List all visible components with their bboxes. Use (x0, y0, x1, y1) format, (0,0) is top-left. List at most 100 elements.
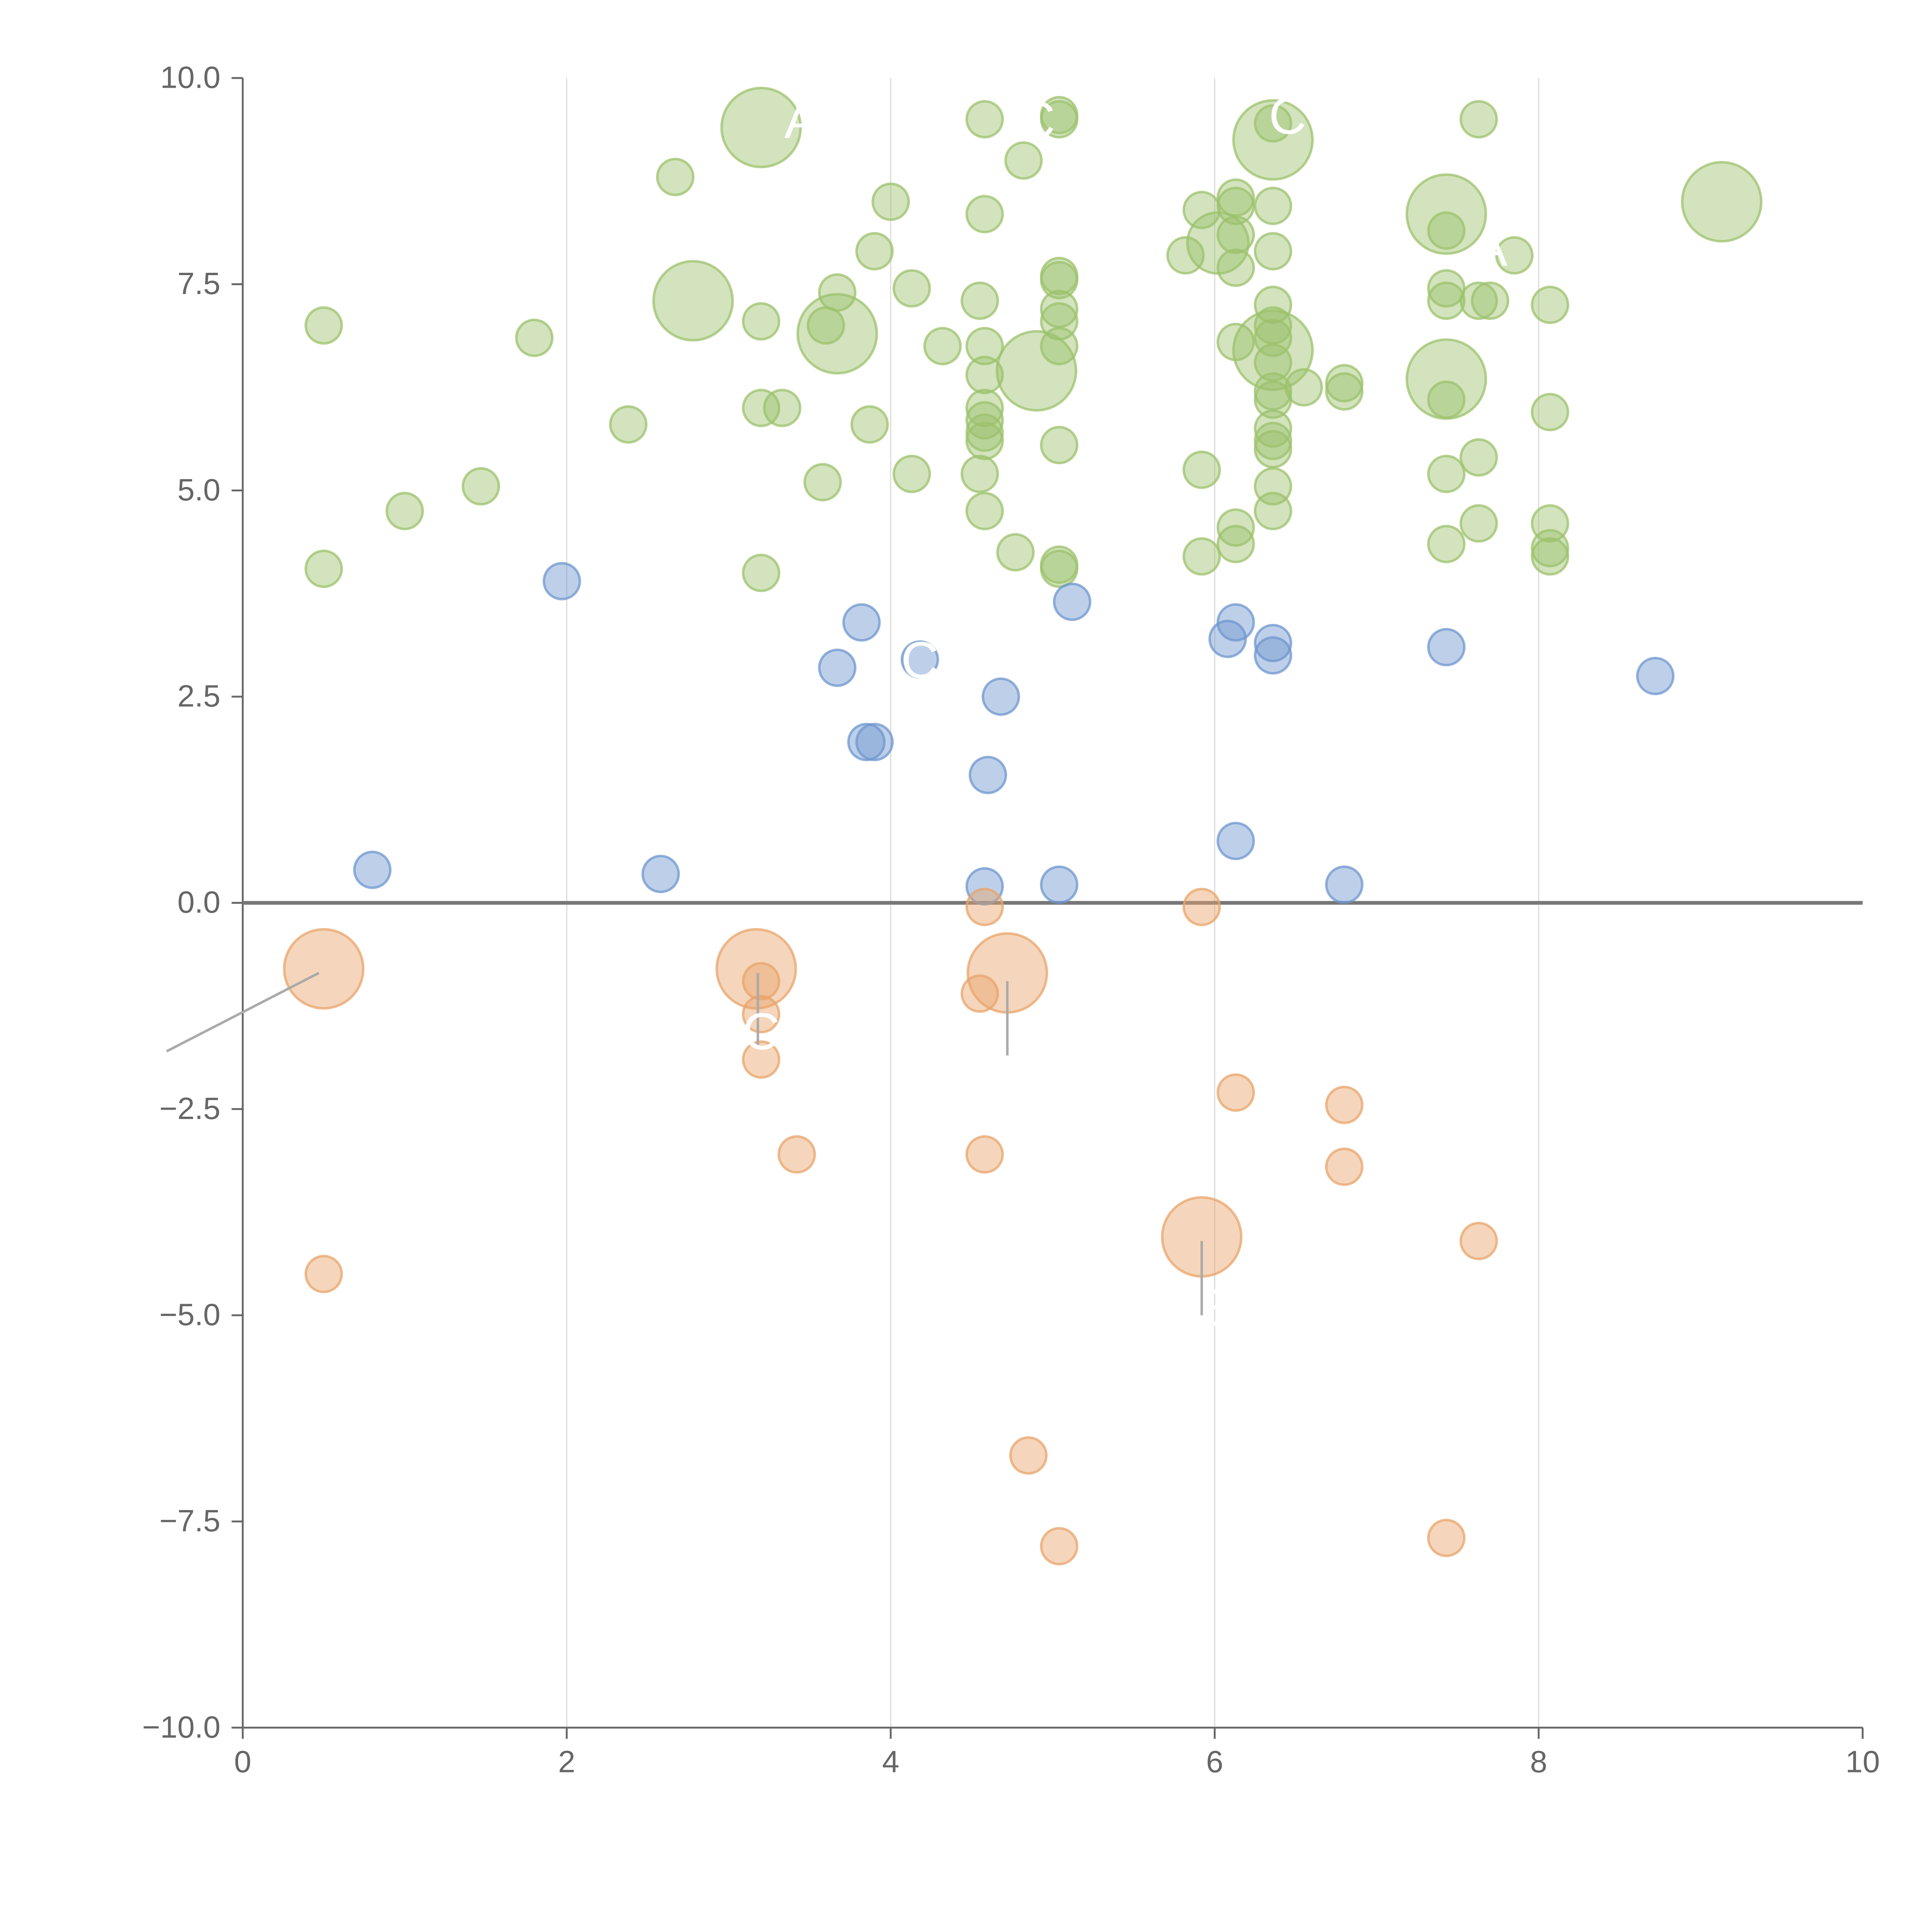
orange-bubble (1427, 1519, 1466, 1557)
blue-bubble (353, 850, 392, 889)
y-tick-label: 7.5 (177, 266, 220, 301)
green-bubble (1182, 190, 1221, 230)
blue-bubble (1636, 656, 1675, 696)
green-bubble (1253, 232, 1293, 270)
green-bubble (1459, 281, 1498, 320)
green-bubble (1216, 215, 1255, 254)
green-bubble (1166, 236, 1205, 275)
orange-bubble (304, 1255, 343, 1293)
green-bubble (965, 401, 1004, 440)
green-bubble (1531, 537, 1570, 576)
orange-bubble (1325, 1147, 1364, 1186)
blue-bubble (847, 723, 886, 761)
green-bubble (1427, 281, 1466, 320)
blue-bubble (1325, 865, 1364, 904)
annotation-leaders (166, 972, 1203, 1315)
blue-bubble (968, 755, 1007, 794)
annotation-label: C (901, 631, 939, 689)
green-bubble (1232, 99, 1314, 181)
annotation-label: E (889, 1002, 924, 1060)
green-bubble (850, 405, 889, 444)
green-bubble (742, 554, 781, 592)
orange-bubble (1325, 1085, 1364, 1124)
green-bubble (1471, 281, 1509, 320)
blue-bubble (1253, 636, 1293, 675)
green-bubble (1253, 492, 1293, 531)
green-bubble (763, 389, 801, 427)
green-bubble (1040, 96, 1078, 134)
green-bubble (855, 232, 894, 270)
green-bubble (1531, 286, 1570, 324)
green-bubble (1459, 438, 1498, 477)
y-tick-label: 0.0 (177, 884, 220, 919)
green-bubble (965, 413, 1004, 452)
annotation-label: A (784, 91, 819, 149)
green-bubble (1040, 327, 1078, 366)
orange-bubble (1459, 1222, 1498, 1260)
green-bubble (1216, 508, 1255, 547)
green-bubble (1531, 393, 1570, 432)
annotation-label: C (1018, 91, 1055, 149)
blue-bubble (818, 648, 857, 687)
annotation-label: C (1269, 87, 1306, 145)
green-bubble (1325, 372, 1364, 411)
annotation-label: C (742, 1002, 780, 1060)
green-bubble (1182, 451, 1221, 489)
green-bubble (1495, 236, 1534, 275)
orange-bubble (965, 888, 1004, 926)
orange-bubble (777, 1135, 816, 1174)
y-tick-label: 5.0 (177, 472, 220, 507)
green-bubble (1531, 529, 1570, 568)
green-bubble (1040, 261, 1078, 299)
green-bubble (803, 463, 842, 502)
green-bubble (1040, 426, 1078, 464)
annotations: A C C A C C E E (742, 87, 1507, 1337)
green-bubble (385, 492, 424, 531)
green-bubble (1182, 537, 1221, 576)
blue-bubble (1427, 628, 1466, 667)
green-bubble (996, 533, 1035, 572)
y-tick-label: −10.0 (142, 1709, 221, 1744)
orange-bubble (961, 974, 999, 1013)
y-tick-label: −2.5 (159, 1091, 220, 1126)
green-bubble (1004, 141, 1043, 180)
green-bubble (892, 454, 931, 493)
bubbles (283, 87, 1763, 1566)
green-bubble (965, 195, 1004, 233)
blue-bubble (1253, 624, 1293, 662)
green-bubble (1232, 309, 1314, 391)
x-tick-label: 6 (1206, 1744, 1223, 1779)
green-bubble (892, 269, 931, 308)
green-bubble (1427, 525, 1466, 563)
orange-bubble (965, 1135, 1004, 1174)
blue-bubble (1208, 619, 1247, 658)
x-tick-label: 4 (882, 1744, 900, 1779)
green-bubble (965, 327, 1004, 366)
green-bubble (965, 492, 1004, 531)
green-bubble (1427, 211, 1466, 250)
green-bubble (304, 549, 343, 588)
orange-bubble (1182, 888, 1221, 926)
green-bubble (1253, 422, 1293, 460)
green-bubble (515, 318, 554, 357)
x-tick-label: 0 (234, 1744, 252, 1779)
x-tick-label: 10 (1845, 1744, 1880, 1779)
blue-bubble (855, 723, 894, 761)
annotation-label: A (1473, 219, 1507, 277)
blue-bubble (1053, 582, 1092, 621)
tick-marks: 0 2 4 6 8 10 −10.0 −7.5 −5.0 −2.5 0.0 2.5 5.0 7.5 10.0 (142, 60, 1880, 1779)
green-bubble (965, 422, 1004, 460)
orange-bubble (715, 928, 797, 1010)
green-bubble (1681, 161, 1763, 243)
orange-bubble (283, 928, 365, 1010)
green-bubble (1216, 525, 1255, 563)
green-bubble (995, 330, 1077, 412)
blue-bubble (641, 855, 680, 893)
green-bubble (1284, 368, 1323, 407)
green-bubble (965, 100, 1004, 139)
green-bubble (923, 327, 962, 366)
leader-line (166, 972, 320, 1053)
orange-bubble (1009, 1436, 1048, 1475)
green-bubble (720, 87, 802, 168)
